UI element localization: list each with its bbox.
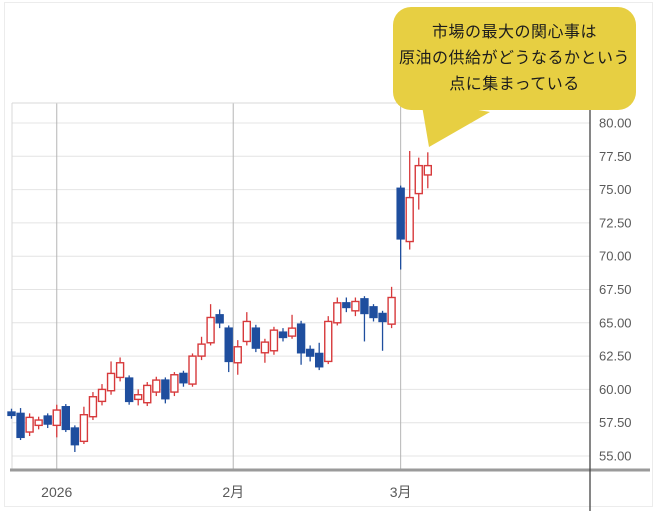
candle-body (387, 296, 396, 325)
y-axis-label: 60.00 (599, 382, 632, 397)
candle-body (133, 394, 143, 401)
x-axis-label: 2026 (41, 484, 72, 500)
candle-body (269, 329, 279, 352)
y-axis-label: 72.50 (599, 215, 632, 230)
candle-body (124, 377, 134, 403)
candle-body (43, 415, 52, 425)
candle-body (161, 379, 170, 400)
x-axis-label: 3月 (390, 484, 412, 500)
candle-body (97, 388, 107, 403)
candle-body (25, 416, 34, 433)
speech-bubble: 市場の最大の関心事は 原油の供給がどうなるかという 点に集まっている (393, 7, 636, 110)
candle-body (170, 374, 179, 393)
speech-bubble-line-2: 原油の供給がどうなるかという (398, 49, 630, 67)
candle-body (70, 427, 80, 446)
candle-body (7, 411, 16, 417)
y-axis-label: 55.00 (599, 449, 632, 464)
y-axis-label: 57.50 (599, 415, 632, 430)
candle-body (179, 372, 188, 384)
candle-body (143, 384, 152, 404)
candle-body (215, 314, 224, 324)
candle-body (188, 355, 197, 385)
candle-body (396, 187, 405, 240)
candle-body (423, 164, 432, 176)
y-axis-label: 80.00 (599, 116, 632, 131)
candle-body (206, 316, 215, 344)
candle-body (88, 396, 98, 418)
candle-body (106, 372, 116, 392)
candle-body (360, 298, 369, 315)
candle-body (251, 327, 261, 349)
candle-body (414, 164, 423, 195)
y-axis-label: 75.00 (599, 182, 632, 197)
candle-body (79, 414, 89, 443)
x-axis-label: 2月 (222, 484, 244, 500)
candle-body (115, 362, 125, 379)
candle-body (278, 331, 288, 339)
candle-body (287, 327, 297, 337)
candle-body (342, 302, 351, 309)
y-axis-label: 65.00 (599, 315, 632, 330)
candle-body (260, 341, 270, 354)
widget-frame (4, 2, 653, 507)
candle-body (324, 320, 333, 363)
candle-body (61, 406, 70, 431)
y-axis-label: 77.50 (599, 149, 632, 164)
speech-bubble-line-3: 点に集まっている (449, 75, 580, 93)
candle-body (351, 300, 360, 312)
candle-body (242, 320, 252, 343)
candle-body (296, 323, 306, 354)
candle-body (16, 412, 25, 439)
candle-body (52, 409, 61, 427)
candle-body (315, 352, 324, 368)
candle-body (305, 348, 315, 357)
candle-body (34, 419, 43, 427)
candle-body (378, 312, 387, 323)
candle-body (333, 302, 342, 324)
y-axis-label: 67.50 (599, 282, 632, 297)
y-axis-label: 70.00 (599, 249, 632, 264)
candle-body (405, 196, 414, 243)
candle-body (224, 327, 233, 363)
candle-body (152, 379, 161, 393)
speech-bubble-line-1: 市場の最大の関心事は (431, 23, 597, 41)
speech-bubble-tail (421, 100, 490, 147)
candle-body (197, 343, 206, 357)
y-axis-label: 62.50 (599, 349, 632, 364)
candle-body (233, 346, 242, 364)
candle-body (369, 306, 378, 319)
